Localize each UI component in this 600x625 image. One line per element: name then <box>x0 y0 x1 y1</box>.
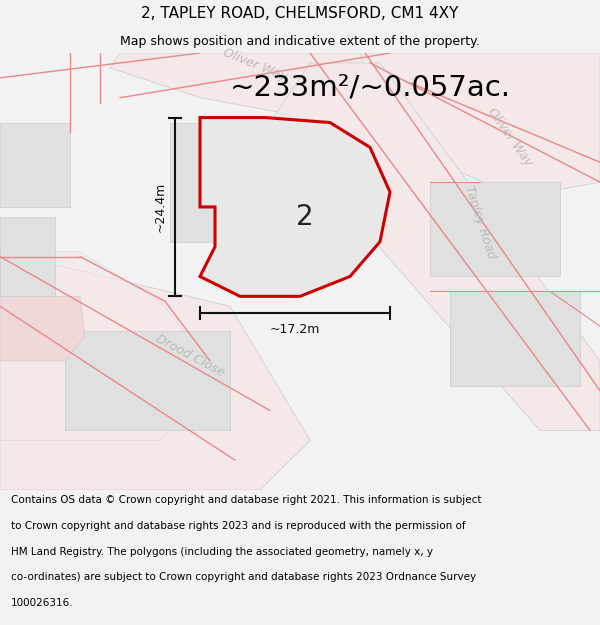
Polygon shape <box>0 217 55 296</box>
Polygon shape <box>270 63 600 431</box>
Text: Oliver Way: Oliver Way <box>485 106 535 169</box>
Text: Oliver Way: Oliver Way <box>221 46 289 84</box>
Text: ~17.2m: ~17.2m <box>270 323 320 336</box>
Polygon shape <box>110 53 420 132</box>
Text: Map shows position and indicative extent of the property.: Map shows position and indicative extent… <box>120 35 480 48</box>
Polygon shape <box>65 331 230 431</box>
Polygon shape <box>430 182 560 276</box>
Text: 2: 2 <box>296 203 314 231</box>
Text: HM Land Registry. The polygons (including the associated geometry, namely x, y: HM Land Registry. The polygons (includin… <box>11 547 433 557</box>
Text: Contains OS data © Crown copyright and database right 2021. This information is : Contains OS data © Crown copyright and d… <box>11 496 481 506</box>
Text: ~24.4m: ~24.4m <box>154 182 167 232</box>
Polygon shape <box>450 291 580 386</box>
Text: to Crown copyright and database rights 2023 and is reproduced with the permissio: to Crown copyright and database rights 2… <box>11 521 466 531</box>
Text: co-ordinates) are subject to Crown copyright and database rights 2023 Ordnance S: co-ordinates) are subject to Crown copyr… <box>11 572 476 582</box>
Text: 2, TAPLEY ROAD, CHELMSFORD, CM1 4XY: 2, TAPLEY ROAD, CHELMSFORD, CM1 4XY <box>142 6 458 21</box>
Polygon shape <box>0 296 85 361</box>
Text: Tapley Road: Tapley Road <box>462 184 498 260</box>
Polygon shape <box>200 118 390 296</box>
Polygon shape <box>0 252 310 490</box>
Polygon shape <box>170 122 295 242</box>
Text: ~233m²/~0.057ac.: ~233m²/~0.057ac. <box>230 74 511 102</box>
Polygon shape <box>0 122 70 207</box>
Text: 100026316.: 100026316. <box>11 598 73 608</box>
Polygon shape <box>0 252 200 441</box>
Text: Drood Close: Drood Close <box>154 332 227 379</box>
Polygon shape <box>360 53 600 197</box>
